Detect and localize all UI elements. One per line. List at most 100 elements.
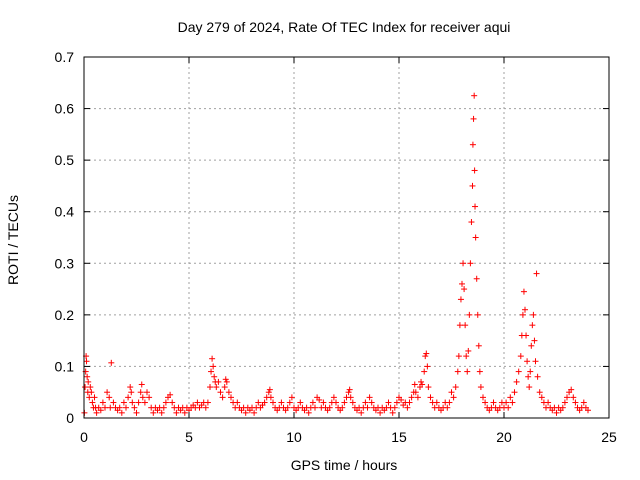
data-point <box>116 404 123 411</box>
data-point <box>568 386 575 393</box>
data-point <box>217 389 224 396</box>
grid <box>84 57 609 418</box>
data-point <box>127 384 134 391</box>
x-tick-label: 15 <box>391 429 407 445</box>
data-point <box>234 399 241 406</box>
data-point <box>377 409 384 416</box>
data-point <box>477 384 484 391</box>
data-point <box>534 373 541 380</box>
data-point <box>204 399 211 406</box>
data-point <box>349 399 356 406</box>
data-point <box>107 404 114 411</box>
data-point <box>389 409 396 416</box>
data-point <box>448 389 455 396</box>
data-point <box>467 260 474 267</box>
data-point <box>480 394 486 401</box>
data-point <box>312 404 318 411</box>
data-point <box>141 399 148 406</box>
data-point <box>93 409 100 416</box>
data-point <box>209 355 216 362</box>
data-point <box>564 394 570 401</box>
axis-ticks: 0 5 10 15 20 25 0 0.1 0.2 0.3 0.4 0.5 0.6 0.7 <box>55 49 617 445</box>
data-point <box>305 409 312 416</box>
data-point <box>473 275 480 282</box>
data-point <box>406 399 413 406</box>
y-tick-label: 0.5 <box>55 152 75 168</box>
data-point <box>133 409 140 416</box>
data-point <box>167 391 174 398</box>
data-point <box>339 404 346 411</box>
data-point <box>421 368 428 375</box>
data-point <box>462 322 469 329</box>
data-point <box>106 394 113 401</box>
data-point <box>553 409 560 416</box>
data-point <box>286 399 293 406</box>
data-point <box>517 353 524 360</box>
y-tick-label: 0.3 <box>55 255 75 271</box>
data-point <box>418 378 425 385</box>
data-point <box>362 399 369 406</box>
data-point <box>330 394 337 401</box>
data-point <box>507 394 514 401</box>
y-axis-label: ROTI / TECUs <box>5 195 21 285</box>
data-point <box>527 368 534 375</box>
data-point <box>515 368 522 375</box>
data-point <box>476 368 483 375</box>
data-point <box>108 359 115 366</box>
data-point <box>393 399 400 406</box>
data-point <box>446 399 453 406</box>
data-point <box>219 394 226 401</box>
x-axis-label: GPS time / hours <box>291 457 398 473</box>
data-point <box>570 394 577 401</box>
data-point <box>580 399 587 406</box>
data-point <box>326 404 333 411</box>
data-point <box>146 394 153 401</box>
data-point <box>208 368 215 375</box>
data-point <box>561 399 568 406</box>
data-point <box>461 286 468 293</box>
data-point <box>89 399 96 406</box>
data-point <box>358 409 365 416</box>
data-point <box>423 350 430 357</box>
data-point <box>398 396 405 403</box>
data-point <box>215 378 222 385</box>
data-point <box>522 306 528 313</box>
data-point <box>83 358 90 365</box>
data-point <box>242 409 249 416</box>
data-point <box>366 394 373 401</box>
data-point <box>341 399 348 406</box>
data-point <box>110 399 117 406</box>
data-point <box>213 384 220 391</box>
data-point <box>482 399 489 406</box>
data-point <box>408 394 415 401</box>
data-point <box>251 409 258 416</box>
data-point <box>529 322 536 329</box>
data-point <box>450 394 457 401</box>
data-point <box>425 384 432 391</box>
data-point <box>524 358 531 365</box>
data-point <box>102 404 108 411</box>
data-point <box>385 399 392 406</box>
data-point <box>265 389 272 396</box>
data-point <box>391 404 398 411</box>
data-point <box>158 409 165 416</box>
data-point <box>270 399 276 406</box>
data-point <box>284 404 291 411</box>
data-point <box>532 358 539 365</box>
data-point <box>545 399 552 406</box>
data-point <box>472 203 479 210</box>
x-tick-label: 20 <box>496 429 512 445</box>
data-point <box>459 280 465 287</box>
data-point <box>528 342 535 349</box>
data-point <box>150 409 157 416</box>
data-point <box>465 347 472 354</box>
data-point <box>131 404 138 411</box>
data-point <box>261 399 268 406</box>
x-tick-label: 0 <box>80 429 88 445</box>
y-tick-label: 0.6 <box>55 101 75 117</box>
data-point <box>364 404 371 411</box>
data-point <box>469 182 476 189</box>
data-point <box>414 394 421 401</box>
data-point <box>468 219 475 226</box>
data-point <box>223 378 230 385</box>
